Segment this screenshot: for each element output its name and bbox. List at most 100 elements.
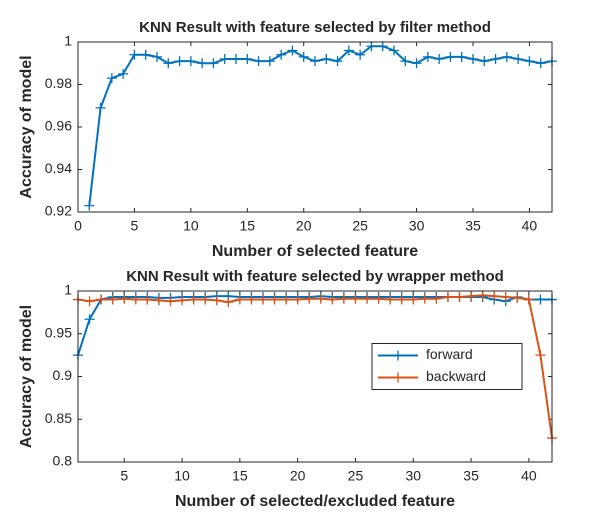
data-marker — [304, 293, 315, 304]
data-marker — [107, 294, 118, 305]
data-marker — [185, 56, 196, 67]
data-marker — [188, 294, 199, 305]
data-marker — [219, 54, 230, 64]
legend: forward backward — [371, 343, 523, 390]
data-marker — [454, 291, 465, 302]
axes-box — [77, 290, 553, 463]
y-tick-label: 0.98 — [45, 75, 72, 91]
y-axis-label: Accuracy of model — [18, 305, 35, 448]
data-marker — [343, 45, 354, 56]
data-marker — [524, 56, 535, 67]
y-tick-label: 0.9 — [53, 367, 73, 383]
y-tick-label: 1 — [64, 282, 72, 298]
data-marker — [535, 58, 546, 69]
data-marker — [177, 295, 188, 306]
x-tick-label: 10 — [174, 468, 190, 484]
data-marker — [118, 68, 129, 79]
data-marker — [242, 54, 253, 64]
data-marker — [396, 294, 407, 305]
x-tick-label: 35 — [465, 218, 481, 234]
x-tick-label: 40 — [522, 218, 538, 234]
data-marker — [84, 296, 95, 307]
data-marker — [153, 295, 164, 306]
x-tick-label: 5 — [131, 218, 139, 234]
data-marker — [456, 51, 467, 62]
x-tick-label: 15 — [232, 468, 248, 484]
data-marker — [197, 58, 208, 69]
data-marker — [377, 41, 388, 52]
x-tick-label: 0 — [74, 218, 82, 234]
data-marker — [129, 49, 140, 60]
data-marker — [298, 51, 309, 62]
data-marker — [535, 294, 546, 305]
x-tick-label: 5 — [120, 468, 128, 484]
data-marker — [140, 49, 151, 60]
y-tick-label: 0.95 — [45, 324, 72, 340]
data-marker — [152, 51, 162, 62]
data-marker — [431, 293, 442, 304]
data-marker — [257, 294, 268, 305]
x-axis-label: Number of selected/excluded feature — [175, 493, 455, 510]
axes-background — [78, 42, 552, 212]
axes-box — [77, 41, 553, 213]
legend-label: forward — [426, 346, 473, 362]
data-marker — [84, 200, 95, 211]
data-marker — [477, 290, 488, 301]
x-axis-label: Number of selected feature — [212, 243, 418, 260]
data-marker — [231, 54, 241, 64]
legend-marker — [393, 350, 403, 361]
data-marker — [350, 293, 361, 304]
data-marker — [310, 56, 320, 67]
data-marker — [281, 294, 292, 305]
data-marker — [174, 56, 185, 67]
chart-title: KNN Result with feature selected by wrap… — [126, 268, 504, 285]
data-marker — [246, 294, 257, 305]
data-marker — [445, 51, 456, 62]
data-marker — [389, 45, 399, 56]
y-tick-label: 0.94 — [45, 160, 72, 176]
data-marker — [234, 294, 245, 305]
data-marker — [434, 54, 445, 64]
data-marker — [385, 294, 396, 305]
chart-title: KNN Result with feature selected by filt… — [139, 19, 491, 36]
data-marker — [96, 294, 107, 305]
data-marker — [466, 291, 477, 302]
data-marker — [362, 293, 373, 304]
x-tick-label: 30 — [405, 468, 421, 484]
x-tick-label: 20 — [290, 468, 306, 484]
legend-box — [371, 343, 523, 390]
data-marker — [419, 293, 430, 304]
y-axis-label: Accuracy of model — [18, 55, 35, 198]
x-tick-label: 40 — [521, 468, 537, 484]
y-tick-label: 0.92 — [45, 203, 72, 219]
y-tick-label: 1 — [64, 33, 72, 49]
y-tick-label: 0.85 — [45, 410, 72, 426]
data-marker — [373, 293, 384, 304]
data-marker — [269, 294, 280, 305]
data-marker — [400, 56, 411, 67]
legend-marker — [393, 372, 403, 383]
data-marker — [223, 297, 234, 308]
x-tick-label: 25 — [352, 218, 368, 234]
data-marker — [264, 56, 275, 67]
data-marker — [513, 54, 524, 64]
data-marker — [490, 54, 501, 64]
data-marker — [315, 293, 326, 304]
x-tick-label: 10 — [183, 218, 199, 234]
x-tick-label: 35 — [463, 468, 479, 484]
data-marker — [338, 293, 349, 304]
y-tick-label: 0.8 — [53, 453, 73, 469]
data-marker — [411, 58, 422, 69]
data-marker — [106, 73, 117, 84]
data-marker — [442, 291, 453, 302]
data-marker — [408, 294, 419, 305]
data-marker — [163, 58, 174, 69]
data-marker — [366, 41, 377, 52]
data-marker — [200, 294, 211, 305]
data-marker — [119, 293, 130, 304]
legend-label: backward — [426, 368, 486, 384]
data-marker — [355, 49, 366, 60]
data-marker — [479, 56, 490, 67]
data-marker — [523, 294, 534, 305]
